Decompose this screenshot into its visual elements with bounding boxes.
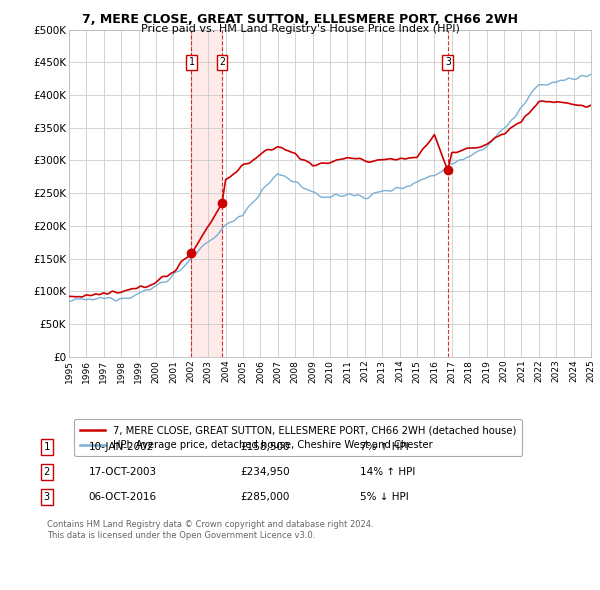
Text: Contains HM Land Registry data © Crown copyright and database right 2024.
This d: Contains HM Land Registry data © Crown c…: [47, 520, 373, 540]
Bar: [191, 30, 222, 357]
Text: 14% ↑ HPI: 14% ↑ HPI: [360, 467, 415, 477]
Text: £158,500: £158,500: [240, 442, 290, 452]
Text: £285,000: £285,000: [240, 492, 289, 502]
Text: 5% ↓ HPI: 5% ↓ HPI: [360, 492, 409, 502]
Text: 10-JAN-2002: 10-JAN-2002: [89, 442, 154, 452]
Text: Price paid vs. HM Land Registry's House Price Index (HPI): Price paid vs. HM Land Registry's House …: [140, 24, 460, 34]
Text: 3: 3: [44, 492, 50, 502]
Text: 3: 3: [445, 57, 451, 67]
Legend: 7, MERE CLOSE, GREAT SUTTON, ELLESMERE PORT, CH66 2WH (detached house), HPI: Ave: 7, MERE CLOSE, GREAT SUTTON, ELLESMERE P…: [74, 419, 523, 456]
Text: 1: 1: [188, 57, 194, 67]
Text: £234,950: £234,950: [240, 467, 290, 477]
Text: 1: 1: [44, 442, 50, 452]
Text: 17-OCT-2003: 17-OCT-2003: [89, 467, 157, 477]
Text: 7, MERE CLOSE, GREAT SUTTON, ELLESMERE PORT, CH66 2WH: 7, MERE CLOSE, GREAT SUTTON, ELLESMERE P…: [82, 13, 518, 26]
Text: 2: 2: [219, 57, 225, 67]
Text: 2: 2: [44, 467, 50, 477]
Text: 7% ↑ HPI: 7% ↑ HPI: [360, 442, 409, 452]
Text: 06-OCT-2016: 06-OCT-2016: [89, 492, 157, 502]
